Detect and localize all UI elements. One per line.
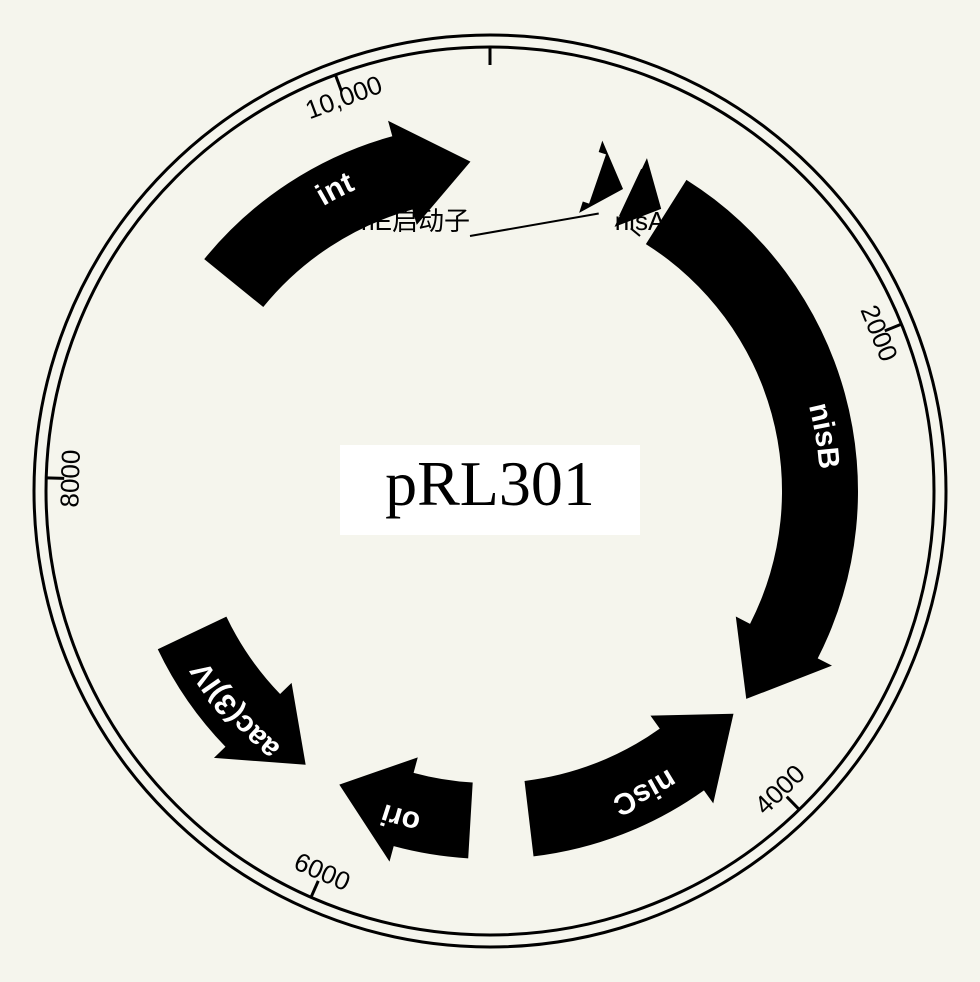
scale-label: 10,000 — [301, 69, 386, 125]
scale-label: 4000 — [748, 758, 810, 820]
feature-PermE-promoter — [579, 141, 623, 213]
plasmid-name: pRL301 — [385, 448, 595, 519]
scale-label: 8000 — [54, 449, 86, 508]
scale-label: 6000 — [290, 846, 355, 897]
callout-label: nisA — [615, 206, 666, 236]
callout-label: PermE启动子 — [313, 206, 470, 236]
plasmid-map: 200040006000800010,000intnisBnisCoriaac(… — [0, 0, 980, 982]
plasmid-svg: 200040006000800010,000intnisBnisCoriaac(… — [0, 0, 980, 982]
callout-line — [470, 214, 599, 236]
